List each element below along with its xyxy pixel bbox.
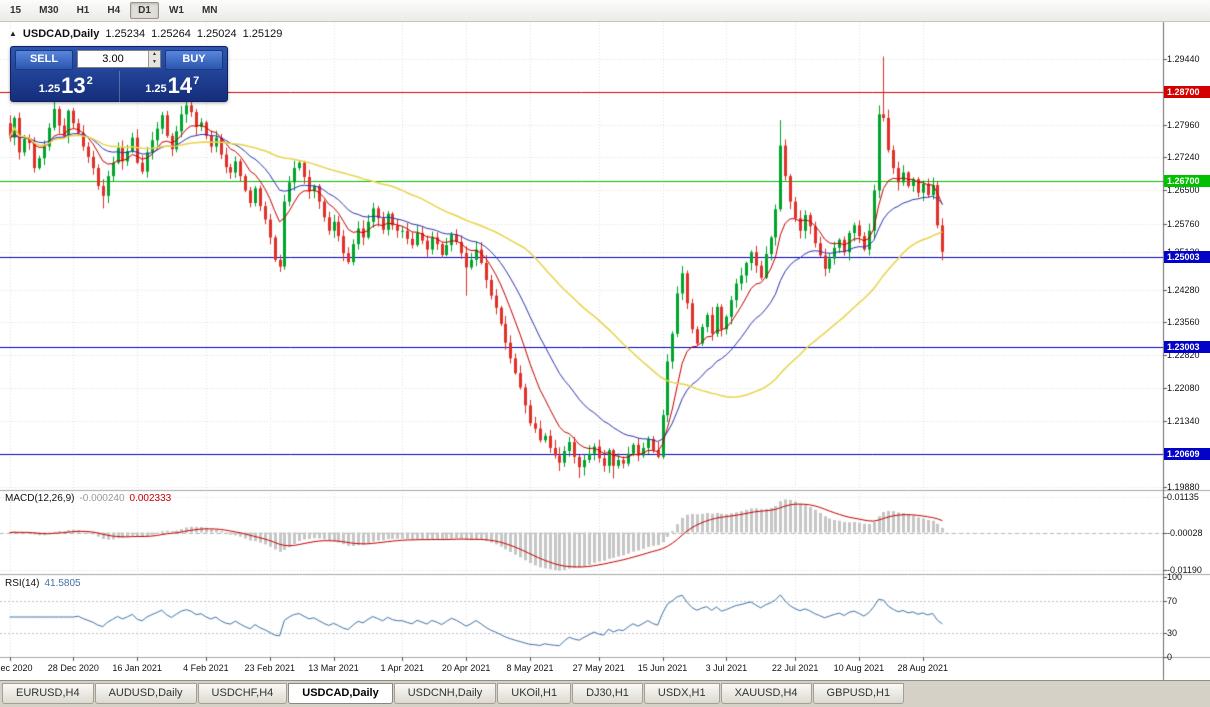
buy-price-point: 7 — [193, 75, 200, 87]
macd-name: MACD(12,26,9) — [5, 493, 75, 504]
one-click-collapse-icon[interactable]: ▲ — [9, 29, 17, 38]
timeframe-button-m30[interactable]: M30 — [39, 5, 59, 16]
macd-indicator-label: MACD(12,26,9) -0.000240 0.002333 — [5, 493, 171, 504]
volume-stepper[interactable]: ▲ ▼ — [77, 50, 161, 68]
chart-tab-usdcnh-daily[interactable]: USDCNH,Daily — [393, 683, 497, 704]
chart-tab-usdchf-h4[interactable]: USDCHF,H4 — [197, 683, 288, 704]
sell-price-base: 1.25 — [38, 83, 61, 95]
chart-symbol-title: USDCAD,Daily — [22, 28, 100, 40]
volume-spin-buttons: ▲ ▼ — [148, 51, 160, 67]
timeframe-button-mn[interactable]: MN — [201, 5, 218, 16]
chart-tab-ukoil-h1[interactable]: UKOil,H1 — [497, 683, 572, 704]
chart-symbol-header: ▲ USDCAD,Daily 1.25234 1.25264 1.25024 1… — [9, 28, 282, 40]
chart-tab-eurusd-h4[interactable]: EURUSD,H4 — [2, 683, 94, 704]
volume-down-icon[interactable]: ▼ — [149, 59, 160, 67]
timeframe-toolbar: 15 M30 H1 H4 D1 W1 MN — [0, 0, 1210, 22]
timeframe-button-h1[interactable]: H1 — [76, 5, 90, 16]
rsi-name: RSI(14) — [5, 578, 40, 589]
rsi-value: 41.5805 — [44, 578, 81, 589]
sell-price-point: 2 — [86, 75, 93, 87]
timeframe-button-15[interactable]: 15 — [10, 5, 22, 16]
timeframe-button-h4[interactable]: H4 — [107, 5, 121, 16]
buy-button[interactable]: BUY — [165, 50, 223, 70]
macd-signal-value: 0.002333 — [129, 493, 172, 504]
chart-tab-usdx-h1[interactable]: USDX,H1 — [643, 683, 720, 704]
ohlc-low: 1.25024 — [196, 28, 237, 40]
timeframe-button-w1[interactable]: W1 — [168, 5, 184, 16]
chart-tab-bar: EURUSD,H4 AUDUSD,Daily USDCHF,H4 USDCAD,Dai… — [0, 680, 1210, 707]
ohlc-high: 1.25264 — [151, 28, 191, 40]
sell-price[interactable]: 1.25 13 2 — [13, 71, 120, 103]
ohlc-open: 1.25234 — [105, 28, 146, 40]
ohlc-close: 1.25129 — [242, 28, 283, 40]
buy-price-base: 1.25 — [145, 83, 167, 95]
volume-input[interactable] — [78, 51, 148, 67]
timeframe-button-d1[interactable]: D1 — [130, 2, 159, 19]
sell-price-pips: 13 — [61, 73, 86, 98]
chart-tab-audusd-daily[interactable]: AUDUSD,Daily — [94, 683, 197, 704]
sell-button[interactable]: SELL — [15, 50, 73, 70]
rsi-indicator-label: RSI(14) 41.5805 — [5, 578, 81, 589]
buy-price[interactable]: 1.25 14 7 — [120, 71, 226, 103]
chart-tab-usdcad-daily[interactable]: USDCAD,Daily — [288, 683, 393, 704]
chart-tab-gbpusd-h1[interactable]: GBPUSD,H1 — [812, 683, 905, 704]
chart-tab-xauusd-h4[interactable]: XAUUSD,H4 — [720, 683, 812, 704]
macd-main-value: -0.000240 — [79, 493, 125, 504]
one-click-trading-panel: SELL ▲ ▼ BUY 1.25 13 2 1.25 14 7 — [10, 46, 228, 103]
buy-price-pips: 14 — [167, 73, 193, 98]
chart-tab-dj30-h1[interactable]: DJ30,H1 — [572, 683, 643, 704]
volume-up-icon[interactable]: ▲ — [149, 51, 160, 59]
